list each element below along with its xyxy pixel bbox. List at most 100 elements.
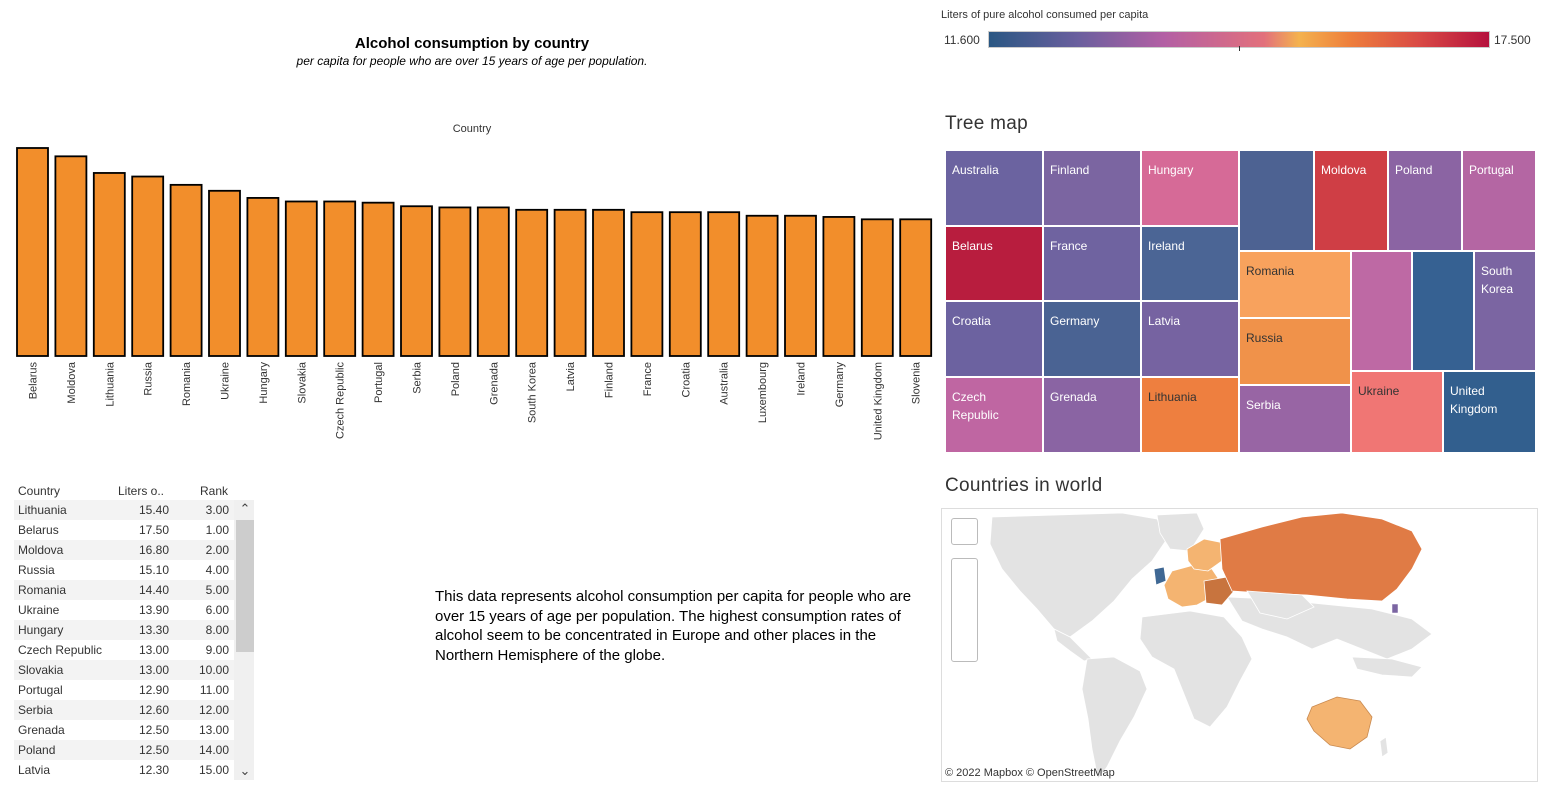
bar-slovakia[interactable] — [284, 200, 318, 357]
cell-liters: 17.50 — [138, 523, 169, 537]
bar-czech-republic[interactable] — [323, 200, 357, 357]
bar-serbia[interactable] — [400, 205, 433, 357]
map-search-button[interactable] — [951, 518, 978, 545]
table-header-liters[interactable]: Liters o.. — [118, 484, 165, 498]
bar-moldova[interactable] — [54, 155, 88, 357]
land-africa — [1139, 610, 1253, 728]
table-row[interactable]: Grenada 12.50 13.00 — [14, 720, 234, 740]
treemap-cell[interactable]: Finland — [1043, 150, 1141, 226]
land-uk — [1153, 566, 1167, 586]
cell-liters: 13.00 — [138, 643, 169, 657]
cell-country: Moldova — [18, 543, 64, 557]
cell-country: Romania — [18, 583, 67, 597]
land-australia — [1306, 696, 1373, 750]
bar-ireland[interactable] — [784, 214, 817, 357]
bar-hungary[interactable] — [246, 197, 280, 357]
bar-grenada[interactable] — [476, 206, 510, 357]
bar-lithuania[interactable] — [92, 172, 126, 357]
treemap-cell[interactable]: France — [1043, 226, 1141, 301]
table-row[interactable]: Serbia 12.60 12.00 — [14, 700, 234, 720]
treemap-cell[interactable]: Czech Republic — [945, 377, 1043, 453]
bar-ukraine[interactable] — [208, 189, 241, 357]
cell-liters: 14.40 — [138, 583, 169, 597]
bar-germany[interactable] — [822, 216, 856, 357]
bar-latvia[interactable] — [553, 208, 587, 357]
treemap-cell[interactable]: Ireland — [1141, 226, 1239, 301]
treemap-cell[interactable]: Lithuania — [1141, 377, 1239, 453]
treemap-cell[interactable]: Belarus — [945, 226, 1043, 301]
bar-romania[interactable] — [169, 183, 203, 357]
x-axis-label: Country — [453, 123, 492, 135]
table-row[interactable]: Slovakia 13.00 10.00 — [14, 660, 234, 680]
x-tick-label: Russia — [143, 361, 155, 396]
treemap-cell[interactable]: Croatia — [945, 301, 1043, 377]
bar-belarus[interactable] — [16, 147, 49, 357]
cell-liters: 13.90 — [138, 603, 169, 617]
treemap-cell[interactable]: Moldova — [1314, 150, 1388, 251]
cell-country: Portugal — [18, 683, 63, 697]
cell-rank: 6.00 — [205, 603, 229, 617]
table-row[interactable]: Romania 14.40 5.00 — [14, 580, 234, 600]
scrollbar-thumb[interactable] — [236, 520, 254, 652]
x-tick-label: Lithuania — [104, 361, 116, 407]
land-russia — [1219, 512, 1423, 602]
x-tick-label: Portugal — [373, 362, 385, 403]
treemap-cell[interactable]: Russia — [1239, 318, 1351, 385]
table-row[interactable]: Portugal 12.90 11.00 — [14, 680, 234, 700]
treemap-cell[interactable] — [1239, 150, 1314, 251]
legend-max-label: 17.500 — [1494, 33, 1531, 47]
cell-country: Latvia — [18, 763, 51, 777]
treemap-cell[interactable]: Portugal — [1462, 150, 1536, 251]
world-map[interactable] — [941, 508, 1538, 782]
treemap-cell[interactable]: Romania — [1239, 251, 1351, 318]
treemap-cell[interactable]: Serbia — [1239, 385, 1351, 453]
bar-france[interactable] — [630, 211, 664, 357]
treemap-cell[interactable]: Ukraine — [1351, 371, 1443, 453]
bar-finland[interactable] — [592, 208, 625, 357]
chevron-up-icon[interactable]: ⌃ — [239, 501, 251, 516]
treemap-cell[interactable]: Hungary — [1141, 150, 1239, 226]
table-row[interactable]: Ukraine 13.90 6.00 — [14, 600, 234, 620]
bar-chart: Country Belarus Moldova Lithuania Russia Roma… — [16, 123, 933, 440]
bar-russia[interactable] — [131, 175, 165, 357]
table-row[interactable]: Russia 15.10 4.00 — [14, 560, 234, 580]
bar-luxembourg[interactable] — [745, 214, 779, 357]
bar-united-kingdom[interactable] — [860, 218, 894, 357]
table-row[interactable]: Czech Republic 13.00 9.00 — [14, 640, 234, 660]
chevron-down-icon[interactable]: ⌄ — [239, 763, 251, 778]
treemap-cell[interactable]: South Korea — [1474, 251, 1536, 371]
treemap-cell[interactable]: Australia — [945, 150, 1043, 226]
treemap-cell[interactable] — [1351, 251, 1412, 371]
table-row[interactable]: Poland 12.50 14.00 — [14, 740, 234, 760]
x-tick-label: Finland — [604, 362, 616, 398]
treemap-title: Tree map — [945, 113, 1029, 134]
cell-rank: 10.00 — [198, 663, 229, 677]
bar-poland[interactable] — [438, 206, 472, 357]
table-header-country[interactable]: Country — [18, 484, 61, 498]
x-tick-label: Ukraine — [220, 362, 232, 400]
x-tick-label: Slovenia — [911, 361, 923, 404]
table-row[interactable]: Moldova 16.80 2.00 — [14, 540, 234, 560]
x-tick-label: Moldova — [66, 361, 78, 403]
treemap-cell[interactable]: Germany — [1043, 301, 1141, 377]
bar-australia[interactable] — [707, 211, 741, 357]
bar-portugal[interactable] — [361, 201, 395, 357]
map-zoom-controls[interactable] — [951, 558, 978, 662]
bar-south-korea[interactable] — [515, 208, 549, 357]
land-central-asia — [1246, 590, 1315, 620]
table-row[interactable]: Latvia 12.30 15.00 — [14, 760, 234, 780]
treemap-cell[interactable]: Latvia — [1141, 301, 1239, 377]
treemap-cell[interactable] — [1412, 251, 1474, 371]
table-header-rank[interactable]: Rank — [200, 484, 229, 498]
table-row[interactable]: Hungary 13.30 8.00 — [14, 620, 234, 640]
bar-slovenia[interactable] — [899, 218, 933, 357]
treemap-cell[interactable]: Grenada — [1043, 377, 1141, 453]
table-row[interactable]: Belarus 17.50 1.00 — [14, 520, 234, 540]
x-tick-label: Czech Republic — [335, 362, 347, 440]
cell-rank: 15.00 — [198, 763, 229, 777]
bar-croatia[interactable] — [668, 211, 702, 357]
treemap-cell[interactable]: United Kingdom — [1443, 371, 1536, 453]
table-row[interactable]: Lithuania 15.40 3.00 — [14, 500, 234, 520]
x-tick-label: Luxembourg — [757, 362, 769, 423]
treemap-cell[interactable]: Poland — [1388, 150, 1462, 251]
